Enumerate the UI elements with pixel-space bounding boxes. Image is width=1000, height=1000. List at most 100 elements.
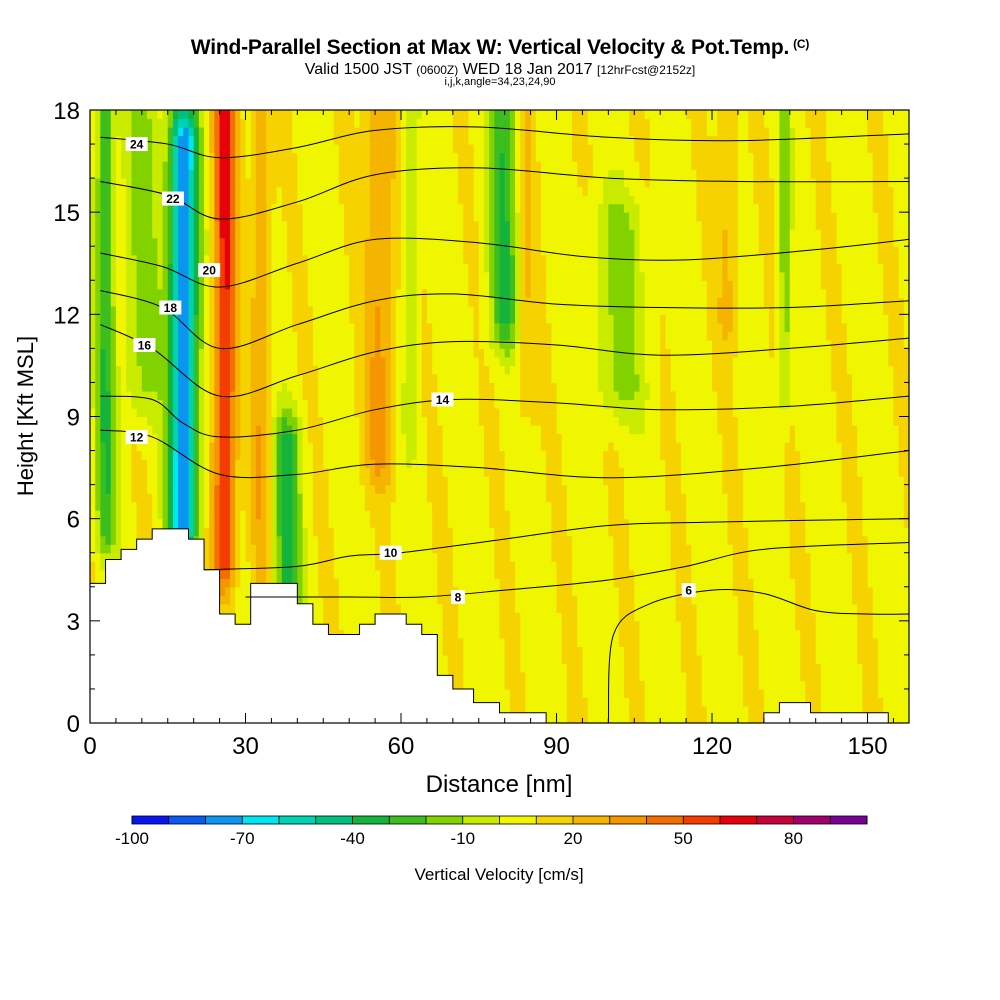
velocity-cell bbox=[758, 612, 765, 622]
velocity-cell bbox=[483, 561, 490, 571]
velocity-cell bbox=[851, 637, 858, 647]
velocity-cell bbox=[219, 535, 226, 545]
velocity-cell bbox=[369, 595, 376, 605]
velocity-cell bbox=[779, 612, 786, 622]
velocity-cell bbox=[390, 501, 397, 511]
velocity-cell bbox=[665, 544, 672, 554]
velocity-cell bbox=[639, 671, 646, 682]
velocity-cell bbox=[458, 671, 464, 682]
velocity-cell bbox=[401, 595, 407, 605]
velocity-cell bbox=[115, 544, 122, 554]
velocity-cell bbox=[307, 493, 314, 503]
velocity-cell bbox=[763, 680, 770, 690]
velocity-cell bbox=[95, 518, 101, 528]
velocity-cell bbox=[836, 561, 843, 571]
velocity-cell bbox=[831, 501, 838, 511]
velocity-cell bbox=[131, 450, 138, 460]
velocity-cell bbox=[608, 493, 615, 503]
velocity-cell bbox=[722, 467, 729, 477]
velocity-cell bbox=[763, 595, 770, 605]
velocity-cell bbox=[763, 646, 770, 656]
velocity-cell bbox=[561, 518, 568, 528]
velocity-cell bbox=[421, 544, 428, 554]
velocity-cell bbox=[639, 578, 646, 588]
velocity-cell bbox=[266, 578, 273, 588]
velocity-cell bbox=[727, 467, 734, 477]
velocity-cell bbox=[463, 484, 469, 494]
velocity-cell bbox=[302, 510, 309, 520]
velocity-cell bbox=[608, 595, 615, 605]
velocity-cell bbox=[597, 493, 604, 503]
velocity-cell bbox=[426, 510, 433, 520]
velocity-cell bbox=[546, 501, 552, 511]
velocity-cell bbox=[696, 569, 703, 579]
velocity-cell bbox=[375, 535, 381, 545]
velocity-cell bbox=[872, 697, 879, 707]
velocity-cell bbox=[769, 646, 775, 656]
velocity-cell bbox=[390, 586, 397, 596]
velocity-cell bbox=[867, 501, 874, 511]
velocity-cell bbox=[463, 493, 469, 503]
velocity-cell bbox=[499, 646, 506, 656]
velocity-cell bbox=[748, 518, 755, 528]
velocity-cell bbox=[468, 629, 475, 639]
velocity-cell bbox=[639, 620, 646, 630]
velocity-cell bbox=[597, 501, 604, 511]
velocity-cell bbox=[499, 603, 506, 613]
velocity-cell bbox=[815, 629, 822, 639]
velocity-cell bbox=[815, 561, 822, 571]
velocity-cell bbox=[401, 467, 407, 477]
velocity-cell bbox=[442, 544, 449, 554]
velocity-cell bbox=[857, 493, 863, 503]
velocity-cell bbox=[499, 476, 506, 486]
velocity-cell bbox=[297, 595, 304, 605]
velocity-cell bbox=[515, 476, 521, 486]
velocity-cell bbox=[235, 544, 241, 554]
velocity-cell bbox=[649, 527, 656, 537]
velocity-cell bbox=[504, 467, 511, 477]
velocity-cell bbox=[95, 510, 101, 520]
velocity-cell bbox=[805, 476, 812, 486]
velocity-cell bbox=[649, 501, 656, 511]
velocity-cell bbox=[504, 671, 511, 682]
velocity-cell bbox=[312, 535, 319, 545]
velocity-cell bbox=[649, 705, 656, 716]
velocity-cell bbox=[349, 612, 355, 622]
velocity-cell bbox=[903, 595, 909, 605]
velocity-cell bbox=[421, 620, 428, 630]
velocity-cell bbox=[789, 646, 796, 656]
velocity-cell bbox=[561, 476, 568, 486]
velocity-cell bbox=[432, 535, 438, 545]
velocity-cell bbox=[743, 510, 749, 520]
velocity-cell bbox=[582, 493, 589, 503]
velocity-cell bbox=[753, 467, 760, 477]
velocity-cell bbox=[333, 586, 340, 596]
velocity-cell bbox=[722, 459, 729, 469]
velocity-cell bbox=[261, 544, 267, 554]
velocity-cell bbox=[836, 527, 843, 537]
velocity-cell bbox=[452, 654, 459, 664]
velocity-cell bbox=[546, 561, 552, 571]
velocity-cell bbox=[172, 476, 179, 486]
velocity-cell bbox=[556, 586, 563, 596]
velocity-cell bbox=[691, 467, 698, 477]
velocity-cell bbox=[597, 654, 604, 664]
velocity-cell bbox=[354, 510, 361, 520]
velocity-cell bbox=[442, 646, 449, 656]
velocity-cell bbox=[271, 518, 278, 528]
velocity-cell bbox=[613, 705, 620, 716]
velocity-cell bbox=[903, 705, 909, 716]
velocity-cell bbox=[359, 578, 366, 588]
velocity-cell bbox=[851, 518, 858, 528]
velocity-cell bbox=[655, 629, 661, 639]
velocity-cell bbox=[483, 501, 490, 511]
velocity-cell bbox=[655, 680, 661, 690]
velocity-cell bbox=[561, 510, 568, 520]
velocity-cell bbox=[307, 459, 314, 469]
velocity-cell bbox=[831, 569, 838, 579]
velocity-cell bbox=[530, 612, 537, 622]
velocity-cell bbox=[815, 671, 822, 682]
velocity-cell bbox=[556, 510, 563, 520]
velocity-cell bbox=[727, 501, 734, 511]
velocity-cell bbox=[452, 518, 459, 528]
